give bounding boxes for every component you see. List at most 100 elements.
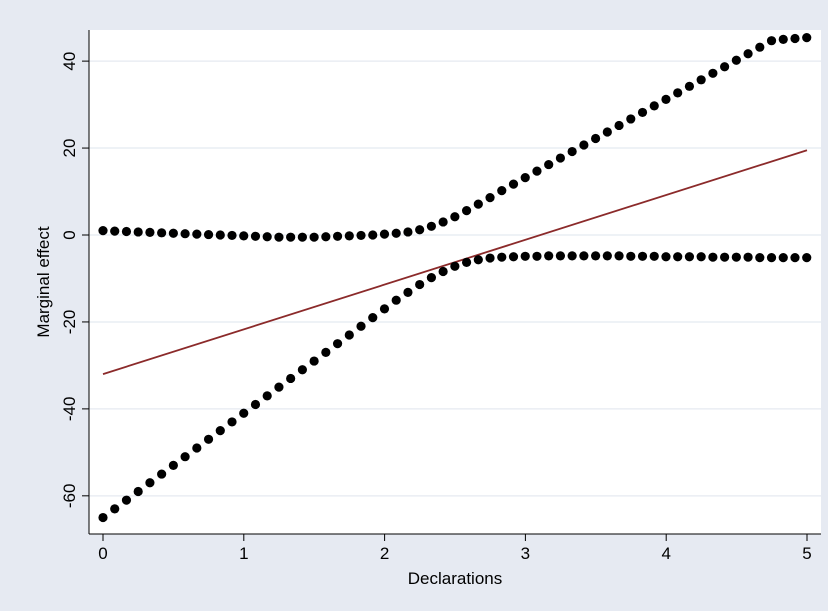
x-tick-label-5: 5 — [802, 544, 811, 563]
series-1-point-15 — [274, 232, 284, 242]
series-1-point-7 — [180, 229, 190, 239]
series-1-point-31 — [461, 206, 472, 216]
series-1-point-27 — [415, 225, 425, 235]
series-1-point-53 — [720, 62, 730, 72]
series-1-point-41 — [579, 140, 589, 150]
series-1-point-19 — [321, 232, 331, 242]
x-tick-label-3: 3 — [521, 544, 530, 563]
series-2-point-38 — [544, 251, 554, 261]
series-1-point-43 — [602, 127, 612, 137]
series-1-point-17 — [297, 232, 307, 242]
series-2-point-1 — [110, 504, 120, 514]
y-axis-title: Marginal effect — [34, 226, 53, 337]
series-2-point-27 — [415, 279, 425, 290]
series-2-point-54 — [731, 252, 741, 262]
series-1-point-49 — [673, 88, 683, 98]
series-1-point-2 — [121, 226, 132, 237]
series-2-point-56 — [755, 253, 765, 263]
series-2-point-51 — [696, 252, 706, 262]
series-2-point-10 — [215, 426, 225, 436]
series-2-point-40 — [567, 251, 577, 261]
series-1-point-22 — [356, 230, 366, 241]
series-2-point-44 — [614, 251, 624, 261]
series-2-point-60 — [802, 253, 812, 263]
series-1-point-13 — [250, 231, 261, 241]
series-2-point-36 — [520, 251, 530, 261]
series-1-point-56 — [755, 42, 765, 52]
series-1-point-11 — [227, 230, 237, 241]
series-2-point-41 — [579, 251, 589, 261]
series-1-point-24 — [379, 229, 390, 239]
y-tick-label-1: -40 — [60, 397, 79, 422]
series-1-point-37 — [532, 166, 542, 176]
series-2-point-15 — [274, 382, 284, 392]
series-1-point-6 — [168, 228, 178, 238]
series-1-point-21 — [344, 231, 354, 241]
y-axis-ticks: -60 -40 -20 0 20 40 — [60, 52, 89, 508]
series-2-point-9 — [203, 434, 214, 444]
series-1-point-28 — [426, 221, 437, 231]
series-1-point-9 — [203, 229, 214, 240]
series-1-point-12 — [239, 231, 249, 241]
series-1-point-16 — [286, 232, 296, 242]
series-2-point-47 — [649, 251, 659, 261]
series-1-point-50 — [684, 81, 695, 91]
series-2-point-59 — [790, 253, 800, 263]
series-2-point-26 — [403, 287, 413, 297]
series-1-point-59 — [790, 33, 800, 44]
series-2-point-4 — [145, 478, 155, 488]
series-1-point-44 — [614, 120, 624, 131]
x-axis-title: Declarations — [408, 569, 503, 588]
series-2-point-16 — [286, 373, 296, 384]
series-1-point-33 — [485, 193, 495, 203]
series-2-point-5 — [157, 469, 167, 479]
series-2-point-49 — [673, 252, 683, 262]
series-2-point-30 — [450, 261, 460, 271]
series-2-point-35 — [508, 252, 519, 262]
series-1-point-40 — [567, 146, 577, 157]
series-2-point-17 — [297, 365, 307, 375]
series-2-point-29 — [438, 266, 448, 277]
series-1-point-18 — [309, 232, 319, 242]
series-1-point-58 — [778, 34, 788, 44]
series-2-point-46 — [637, 251, 648, 261]
series-1-point-46 — [637, 107, 648, 118]
series-2-point-33 — [485, 253, 495, 263]
series-1-point-42 — [591, 133, 601, 144]
x-axis-ticks: 0 1 2 3 4 5 — [98, 534, 812, 563]
series-1-point-1 — [110, 226, 120, 236]
series-2-point-39 — [555, 251, 566, 261]
series-1-point-54 — [731, 55, 741, 65]
series-1-point-29 — [438, 217, 448, 227]
plot-area — [89, 30, 821, 534]
y-tick-label-2: -20 — [60, 310, 79, 335]
series-1-point-5 — [157, 228, 167, 238]
series-2-point-3 — [133, 486, 143, 497]
series-2-point-37 — [532, 251, 542, 261]
series-2-point-18 — [309, 356, 319, 366]
x-tick-label-0: 0 — [98, 544, 107, 563]
series-2-point-45 — [626, 251, 636, 261]
series-1-point-48 — [661, 94, 671, 104]
series-2-point-22 — [356, 321, 366, 331]
series-2-point-2 — [121, 495, 132, 505]
series-2-point-52 — [708, 252, 718, 262]
series-1-point-60 — [802, 33, 812, 43]
series-1-point-38 — [544, 159, 554, 170]
series-1-point-55 — [743, 49, 753, 59]
series-1-point-26 — [403, 227, 413, 237]
series-1-point-34 — [497, 186, 507, 196]
y-tick-label-5: 40 — [60, 52, 79, 71]
series-1-point-32 — [473, 199, 483, 209]
series-1-point-14 — [262, 232, 272, 242]
y-tick-label-3: 0 — [60, 230, 79, 239]
series-1-point-45 — [626, 114, 636, 124]
series-2-point-25 — [391, 295, 401, 305]
series-2-point-20 — [332, 339, 343, 349]
series-2-point-23 — [368, 312, 378, 323]
x-tick-label-2: 2 — [380, 544, 389, 563]
series-1-point-4 — [145, 227, 155, 237]
series-2-point-19 — [321, 347, 331, 357]
series-2-point-11 — [227, 417, 237, 427]
